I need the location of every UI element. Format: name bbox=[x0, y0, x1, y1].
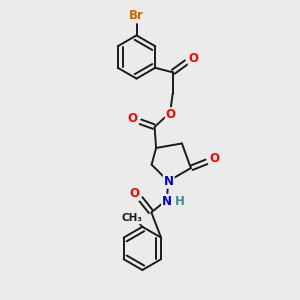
Text: N: N bbox=[162, 195, 172, 208]
Text: CH₃: CH₃ bbox=[122, 213, 142, 224]
Text: O: O bbox=[189, 52, 199, 65]
Text: O: O bbox=[127, 112, 137, 125]
Text: N: N bbox=[164, 175, 174, 188]
Text: H: H bbox=[175, 195, 184, 208]
Text: O: O bbox=[129, 187, 139, 200]
Text: O: O bbox=[166, 108, 176, 121]
Text: Br: Br bbox=[129, 9, 144, 22]
Text: O: O bbox=[210, 152, 220, 165]
